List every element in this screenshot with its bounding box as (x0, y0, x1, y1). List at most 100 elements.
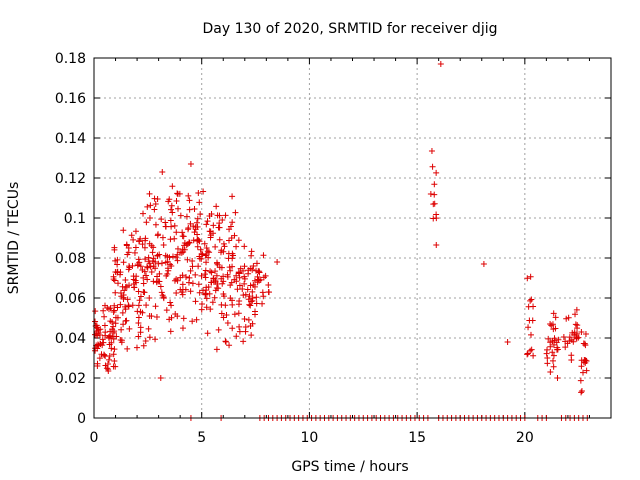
data-point (428, 147, 435, 154)
x-axis-title: GPS time / hours (291, 459, 408, 475)
data-point (114, 304, 121, 311)
data-point (173, 198, 180, 205)
data-point (121, 287, 128, 294)
data-point (240, 338, 247, 345)
data-point (163, 307, 170, 314)
data-point (256, 277, 263, 284)
data-point (123, 283, 130, 290)
data-point (569, 329, 576, 336)
data-point (173, 276, 180, 283)
data-point (216, 212, 223, 219)
data-point (135, 314, 142, 321)
data-point (527, 331, 534, 338)
data-point (152, 336, 159, 343)
grid-lines (94, 57, 611, 418)
data-point (112, 268, 119, 275)
data-point (105, 366, 112, 373)
data-point (112, 314, 119, 321)
data-point (135, 333, 142, 340)
data-point (180, 233, 187, 240)
data-point (547, 368, 554, 375)
data-point (168, 223, 175, 230)
data-point (179, 281, 186, 288)
data-point (131, 249, 138, 256)
data-point (573, 330, 580, 337)
data-point (545, 335, 552, 342)
y-tick-label: 0.14 (55, 131, 86, 147)
data-point (203, 304, 210, 311)
data-point (189, 263, 196, 270)
x-tick-label: 5 (197, 430, 206, 446)
data-point (110, 351, 117, 358)
data-point (247, 282, 254, 289)
data-point (106, 353, 113, 360)
data-point (92, 308, 99, 315)
data-point (231, 311, 238, 318)
data-point (135, 288, 142, 295)
data-point (236, 270, 243, 277)
data-point (119, 309, 126, 316)
data-point (245, 316, 252, 323)
data-point (133, 273, 140, 280)
data-point (224, 319, 231, 326)
data-point (153, 278, 160, 285)
data-point (202, 267, 209, 274)
data-point (135, 256, 142, 263)
data-point (233, 243, 240, 250)
data-point (229, 325, 236, 332)
data-point (572, 321, 579, 328)
data-point (102, 302, 109, 309)
data-point (152, 201, 159, 208)
data-point (226, 342, 233, 349)
data-point (229, 193, 236, 200)
data-point (201, 240, 208, 247)
data-point (262, 272, 269, 279)
data-point (233, 272, 240, 279)
data-point (573, 306, 580, 313)
data-point (171, 235, 178, 242)
data-point (427, 191, 434, 198)
data-point (212, 268, 219, 275)
data-point (429, 163, 436, 170)
data-point (544, 360, 551, 367)
data-point (215, 285, 222, 292)
data-point (216, 236, 223, 243)
data-point (204, 248, 211, 255)
x-tick-label: 0 (90, 430, 99, 446)
data-point (133, 344, 140, 351)
data-point (151, 206, 158, 213)
data-point (147, 202, 154, 209)
data-point (168, 202, 175, 209)
data-point (114, 256, 121, 263)
data-point (179, 291, 186, 298)
data-point (197, 211, 204, 218)
data-point (198, 306, 205, 313)
data-point (159, 169, 166, 176)
data-point (210, 278, 217, 285)
data-point (111, 244, 118, 251)
y-tick-label: 0.1 (64, 211, 86, 227)
data-point (578, 389, 585, 396)
data-point (117, 301, 124, 308)
data-point (143, 272, 150, 279)
data-point (564, 340, 571, 347)
data-point (577, 377, 584, 384)
data-point (144, 276, 151, 283)
data-point (162, 252, 169, 259)
data-point (148, 268, 155, 275)
data-point (110, 308, 117, 315)
data-point (166, 254, 173, 261)
data-point (227, 223, 234, 230)
data-point (247, 323, 254, 330)
data-point (229, 219, 236, 226)
data-point (203, 295, 210, 302)
data-point (210, 230, 217, 237)
data-point (194, 243, 201, 250)
data-point (241, 280, 248, 287)
data-point (154, 196, 161, 203)
data-point (146, 240, 153, 247)
data-point (177, 274, 184, 281)
data-point (192, 271, 199, 278)
data-point (221, 243, 228, 250)
data-point (254, 273, 261, 280)
